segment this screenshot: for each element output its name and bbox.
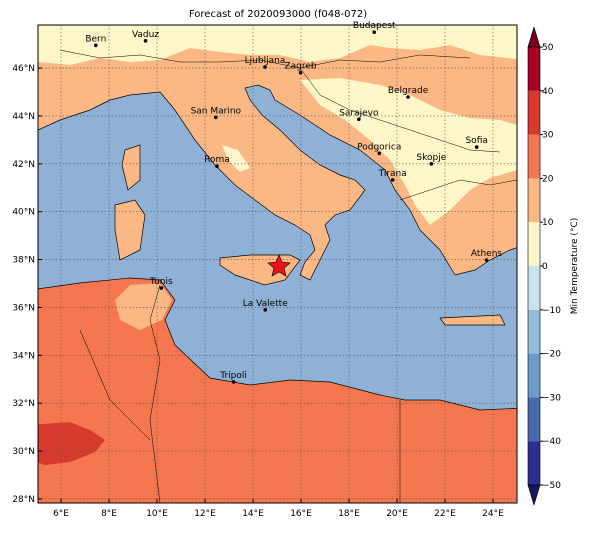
colorbar: −50 −40 −30 −20 −10 0 10 20 30 40 50 [527, 25, 561, 507]
city-dot [357, 117, 361, 122]
city-label: Skopje [416, 153, 446, 163]
x-tick-label: 22°E [434, 509, 456, 519]
x-tick-label: 14°E [242, 509, 264, 519]
colorbar-extend-over [527, 25, 541, 48]
y-tick-label: 28°N [12, 495, 35, 505]
colorbar-segment [528, 222, 540, 266]
colorbar-segment [528, 90, 540, 135]
x-tick-label: 12°E [194, 509, 216, 519]
city-label: Tirana [378, 169, 407, 179]
city-dot [231, 380, 236, 384]
sardinia [114, 199, 146, 261]
colorbar-segment [528, 441, 540, 485]
colorbar-tick-label: −20 [542, 350, 561, 360]
city-dot [298, 70, 303, 75]
y-tick-label: 46°N [12, 64, 35, 74]
city-dot [429, 162, 434, 166]
city-dot [263, 65, 267, 69]
colorbar-tick-label: −10 [542, 306, 561, 316]
borders [59, 49, 517, 503]
colorbar-label: Min Temperature (°C) [570, 218, 580, 315]
colorbar-segment [528, 309, 540, 354]
city-dot [474, 145, 479, 149]
y-tick-label: 44°N [12, 112, 35, 122]
north-cool-zone [38, 25, 517, 65]
colorbar-tick-label: 30 [542, 131, 554, 141]
title: Forecast of 2020093000 (f048-072) [189, 9, 367, 20]
city-label: Zagreb [284, 62, 316, 72]
colorbar-tick-label: 20 [542, 174, 554, 184]
city-label: La Valette [243, 299, 288, 309]
y-tick-label: 32°N [12, 399, 35, 409]
corsica [121, 144, 141, 191]
city-label: Belgrade [388, 86, 429, 96]
colorbar-tick-label: −50 [542, 481, 561, 491]
city-label: Tripoli [219, 371, 247, 381]
colorbar-segment [528, 266, 540, 310]
city-label: Vaduz [132, 30, 159, 40]
city-dot [143, 38, 148, 43]
colorbar-tick-label: 10 [542, 218, 554, 228]
tunisia-mild-zone [115, 283, 172, 330]
x-tick-label: 24°E [482, 509, 504, 519]
plot-frame [37, 24, 518, 504]
x-tick-label: 10°E [146, 509, 168, 519]
city-dot [406, 95, 410, 99]
city-dot [214, 115, 218, 120]
city-label: Tunis [149, 277, 173, 287]
city-dot [372, 30, 377, 34]
crete [439, 314, 506, 326]
city-dot [215, 164, 219, 169]
x-tick-label: 18°E [338, 509, 360, 519]
colorbar-tick-label: −40 [542, 437, 561, 447]
city-dot [390, 178, 395, 182]
city-label: Sofia [465, 136, 487, 146]
city-dot [263, 308, 268, 312]
city-dot [159, 286, 164, 290]
africa-land [38, 277, 517, 503]
y-tick-label: 40°N [12, 208, 35, 218]
city-label: Podgorica [357, 142, 401, 152]
balkan-cool-zone [300, 78, 517, 225]
star-marker [267, 254, 291, 277]
colorbar-segment [528, 178, 540, 223]
colorbar-tick-label: 50 [542, 43, 554, 53]
city-label: Sarajevo [339, 108, 379, 118]
city-dot [94, 43, 98, 48]
x-tick-label: 16°E [290, 509, 312, 519]
city-label: Budapest [353, 21, 396, 31]
x-tick-label: 8°E [101, 509, 117, 519]
colorbar-tick-label: 40 [542, 87, 554, 97]
y-tick-label: 38°N [12, 256, 35, 266]
city-label: San Marino [191, 106, 242, 116]
colorbar-segment [528, 353, 540, 398]
colorbar-tick-label: −30 [542, 393, 561, 403]
colorbar-tick-label: 0 [542, 262, 548, 272]
y-tick-label: 36°N [12, 303, 35, 313]
x-tick-label: 20°E [386, 509, 408, 519]
grid: 6°E 8°E 10°E 12°E 14°E 16°E 18°E 20°E 22°E 24°E 28… [12, 25, 517, 519]
city-label: Ljubljana [245, 56, 286, 66]
city-label: Bern [85, 34, 106, 44]
city-label: Athens [471, 249, 502, 259]
city-dot [484, 258, 489, 262]
colorbar-extend-under [527, 484, 541, 507]
x-tick-label: 6°E [53, 509, 69, 519]
city-dot [377, 151, 382, 156]
colorbar-segment [528, 134, 540, 179]
y-tick-label: 30°N [12, 447, 35, 457]
colorbar-segment [528, 397, 540, 442]
apennine-cool-zone [222, 145, 250, 172]
y-tick-label: 34°N [12, 351, 35, 361]
y-tick-label: 42°N [12, 160, 35, 170]
colorbar-segment [528, 47, 540, 91]
city-label: Roma [204, 155, 230, 165]
hot-zone [38, 422, 105, 465]
